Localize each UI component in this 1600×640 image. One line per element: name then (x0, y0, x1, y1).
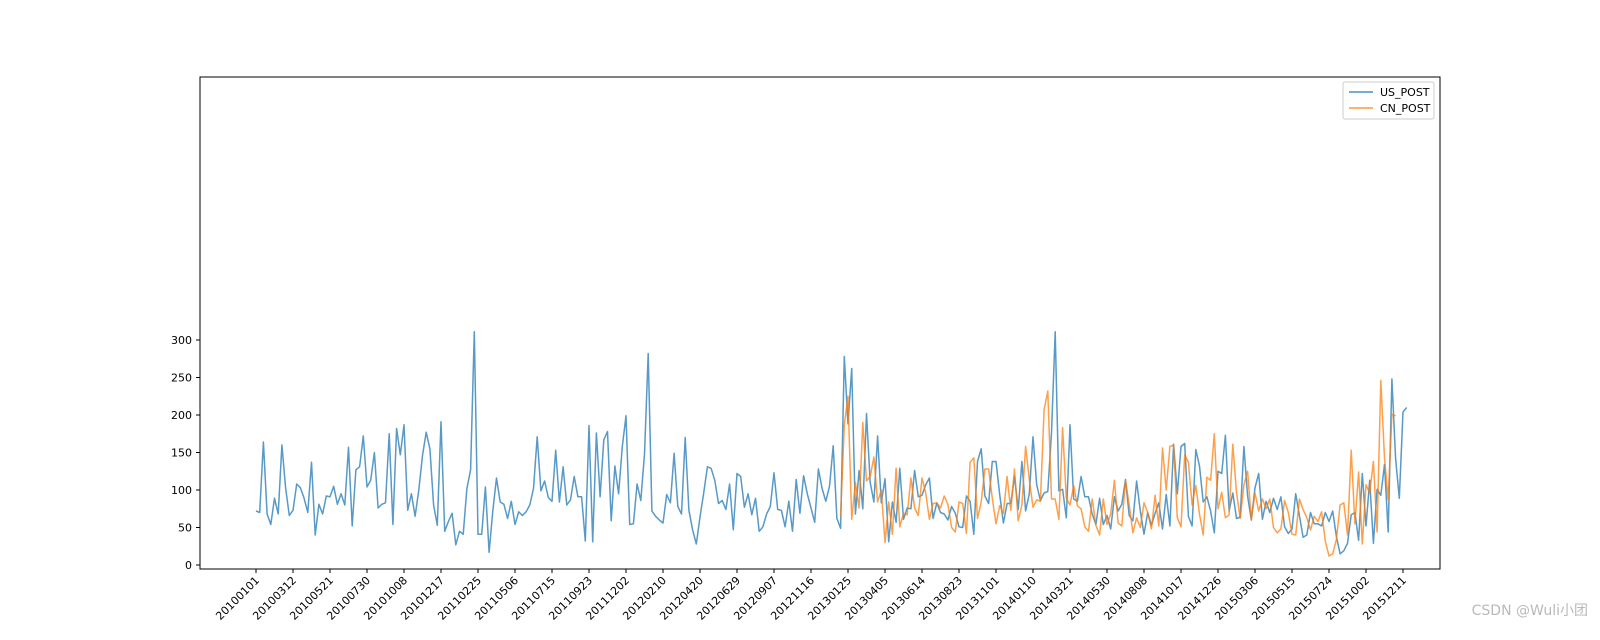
legend-label-us-post: US_POST (1380, 86, 1430, 99)
watermark-text: CSDN @Wuli小团 (1471, 603, 1588, 619)
series-lines (255, 331, 1408, 557)
legend-label-cn-post: CN_POST (1380, 102, 1431, 115)
legend: US_POST CN_POST (1342, 81, 1435, 120)
y-tick-label: 250 (171, 372, 192, 385)
y-tick-label: 100 (171, 484, 192, 497)
y-tick-label: 150 (171, 447, 192, 460)
y-tick-label: 50 (178, 522, 192, 535)
y-tick-label: 0 (185, 559, 192, 572)
x-axis: 2010010120100312201005212010073020101008… (213, 569, 1409, 623)
y-axis: 0 50 100 150 200 250 300 (171, 334, 200, 572)
y-tick-label: 300 (171, 334, 192, 347)
plot-frame (199, 76, 1441, 570)
series-line-us-post (255, 331, 1408, 555)
y-tick-label: 200 (171, 409, 192, 422)
series-line-cn-post (839, 379, 1396, 557)
